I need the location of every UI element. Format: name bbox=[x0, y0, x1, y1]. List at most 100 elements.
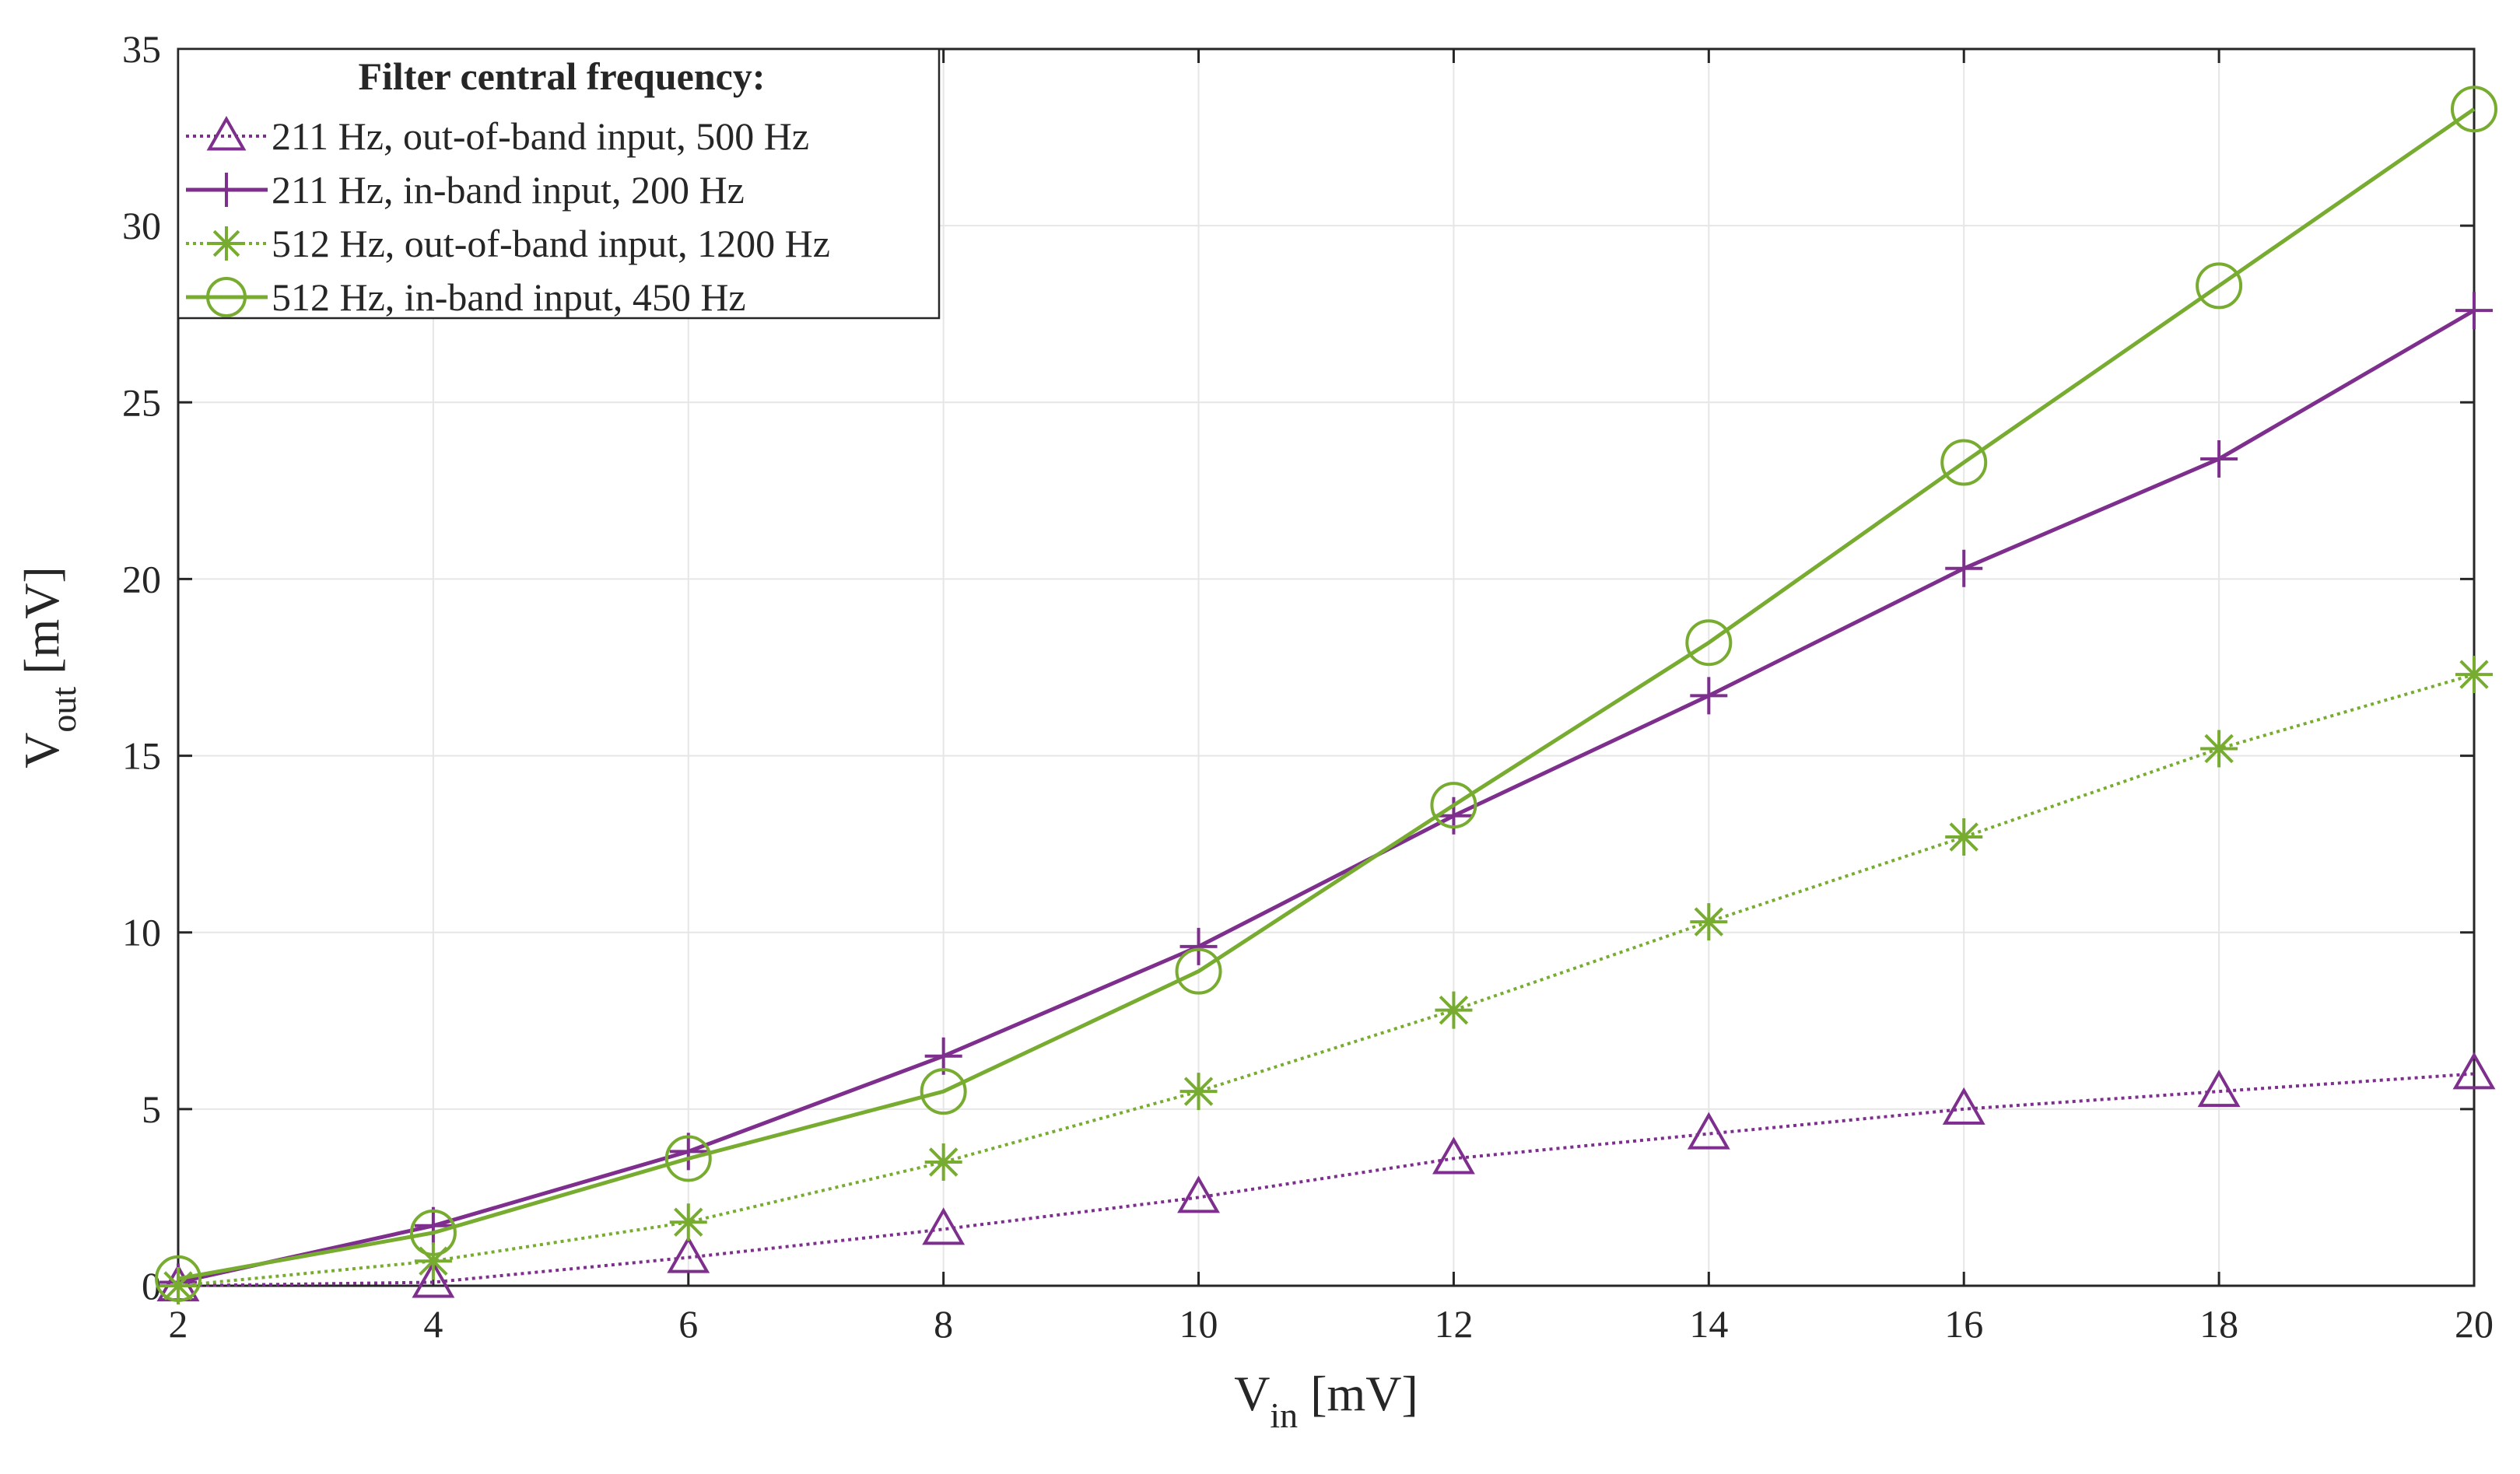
circle-marker-shape bbox=[920, 1068, 967, 1115]
series-4-point bbox=[1430, 782, 1477, 829]
x-axis-label-main: V bbox=[1234, 1366, 1270, 1421]
series-4-point bbox=[1175, 947, 1222, 995]
asterisk-marker-d2 bbox=[212, 229, 240, 257]
triangle-marker-shape bbox=[1177, 1175, 1221, 1213]
series-3-point bbox=[1945, 818, 1983, 856]
series-1-point bbox=[2452, 1052, 2496, 1090]
series-4-point bbox=[155, 1255, 202, 1302]
legend-marker bbox=[206, 277, 247, 317]
legend-entry: 512 Hz, in-band input, 450 Hz bbox=[186, 275, 746, 319]
asterisk-marker-d2 bbox=[1439, 995, 1469, 1025]
series-2-point bbox=[1945, 549, 1983, 587]
legend-entry: 512 Hz, out-of-band input, 1200 Hz bbox=[186, 222, 830, 265]
series-1-point bbox=[1942, 1087, 1986, 1125]
asterisk-marker-d2 bbox=[674, 1207, 703, 1237]
x-tick-label: 16 bbox=[1944, 1302, 1983, 1346]
triangle-marker-shape bbox=[412, 1260, 455, 1298]
circle-marker-shape bbox=[2196, 262, 2243, 310]
series-3-point bbox=[1435, 991, 1473, 1029]
series-2-line bbox=[177, 309, 2476, 1284]
series-1-point bbox=[412, 1260, 455, 1298]
circle-marker-shape bbox=[409, 1209, 457, 1256]
y-tick-label: 20 bbox=[122, 557, 161, 600]
y-tick-label: 15 bbox=[122, 734, 161, 778]
x-tick-label: 14 bbox=[1689, 1302, 1728, 1346]
series-1-point bbox=[2197, 1070, 2241, 1108]
triangle-marker-shape bbox=[2452, 1052, 2496, 1090]
x-axis-label: Vin [mV] bbox=[1234, 1366, 1418, 1435]
series-4-point bbox=[1685, 619, 1733, 667]
series-3-point bbox=[669, 1203, 707, 1241]
triangle-marker-shape bbox=[206, 115, 247, 151]
x-tick-label: 6 bbox=[678, 1302, 698, 1346]
series-2-point bbox=[2200, 439, 2238, 478]
series-4-point bbox=[2451, 86, 2497, 133]
series-2-point bbox=[2455, 292, 2493, 330]
circle-marker-shape bbox=[1940, 439, 1988, 486]
circle-marker-shape bbox=[206, 277, 247, 317]
triangle-marker-shape bbox=[1942, 1087, 1986, 1125]
legend-entry: 211 Hz, out-of-band input, 500 Hz bbox=[186, 114, 809, 158]
x-tick-label: 20 bbox=[2455, 1302, 2494, 1346]
legend-label: 512 Hz, in-band input, 450 Hz bbox=[272, 275, 746, 319]
x-tick-label: 18 bbox=[2199, 1302, 2238, 1346]
x-tick-label: 2 bbox=[169, 1302, 188, 1346]
circle-marker-shape bbox=[1685, 619, 1733, 667]
series-1-point bbox=[667, 1235, 710, 1273]
asterisk-marker-d2 bbox=[1949, 822, 1978, 852]
asterisk-marker-d2 bbox=[1183, 1077, 1214, 1106]
legend-box bbox=[177, 47, 941, 320]
series-3-point bbox=[159, 1267, 197, 1304]
series-3-point bbox=[924, 1143, 962, 1181]
series-2-point bbox=[414, 1206, 452, 1245]
series-4-point bbox=[664, 1135, 712, 1182]
asterisk-marker-d2 bbox=[1694, 907, 1724, 937]
series-2-point bbox=[1179, 927, 1218, 965]
legend-title: Filter central frequency: bbox=[359, 54, 766, 98]
series-group bbox=[155, 86, 2497, 1304]
legend: Filter central frequency: 211 Hz, out-of… bbox=[177, 47, 941, 320]
circle-marker-shape bbox=[2451, 86, 2497, 133]
legend-label: 211 Hz, out-of-band input, 500 Hz bbox=[272, 114, 809, 158]
y-tick-label: 10 bbox=[122, 911, 161, 954]
x-axis-label-sub: in bbox=[1270, 1395, 1298, 1435]
triangle-marker-shape bbox=[2197, 1070, 2241, 1108]
circle-marker-shape bbox=[155, 1255, 202, 1302]
circle-marker-shape bbox=[1430, 782, 1477, 829]
y-tick-label: 35 bbox=[122, 27, 161, 71]
series-3-point bbox=[1690, 903, 1728, 941]
triangle-marker-shape bbox=[922, 1207, 966, 1245]
legend-marker bbox=[209, 226, 244, 261]
x-tick-label: 10 bbox=[1179, 1302, 1218, 1346]
asterisk-marker-d2 bbox=[2204, 733, 2234, 764]
y-tick-label: 25 bbox=[122, 380, 161, 424]
series-4-line bbox=[177, 107, 2476, 1281]
x-tick-label: 8 bbox=[934, 1302, 953, 1346]
legend-label: 211 Hz, in-band input, 200 Hz bbox=[272, 168, 745, 212]
circle-marker-shape bbox=[664, 1135, 712, 1182]
x-axis-label-unit: [mV] bbox=[1298, 1366, 1418, 1421]
series-2-point bbox=[669, 1133, 707, 1171]
x-tick-label: 12 bbox=[1434, 1302, 1473, 1346]
series-3-point bbox=[1179, 1073, 1218, 1111]
series-3-point bbox=[2200, 730, 2238, 768]
y-axis-label-sub: out bbox=[44, 687, 83, 733]
series-4-point bbox=[920, 1068, 967, 1115]
legend-marker bbox=[209, 173, 244, 207]
triangle-marker-shape bbox=[667, 1235, 710, 1273]
series-4-point bbox=[2196, 262, 2243, 310]
series-3-point bbox=[414, 1242, 452, 1280]
circle-marker-shape bbox=[1175, 947, 1222, 995]
legend-entries: 211 Hz, out-of-band input, 500 Hz 211 Hz,… bbox=[186, 114, 830, 319]
triangle-marker-shape bbox=[1687, 1112, 1730, 1150]
triangle-marker-shape bbox=[1432, 1136, 1475, 1175]
y-tick-label: 5 bbox=[142, 1087, 161, 1131]
legend-entry: 211 Hz, in-band input, 200 Hz bbox=[186, 168, 745, 212]
series-1-point bbox=[1177, 1175, 1221, 1213]
asterisk-marker-d2 bbox=[2459, 660, 2489, 689]
y-axis-label-main: V bbox=[14, 733, 69, 769]
series-2 bbox=[159, 292, 2493, 1301]
series-3-point bbox=[2455, 656, 2493, 694]
series-4-point bbox=[1940, 439, 1988, 486]
series-4-point bbox=[409, 1209, 457, 1256]
